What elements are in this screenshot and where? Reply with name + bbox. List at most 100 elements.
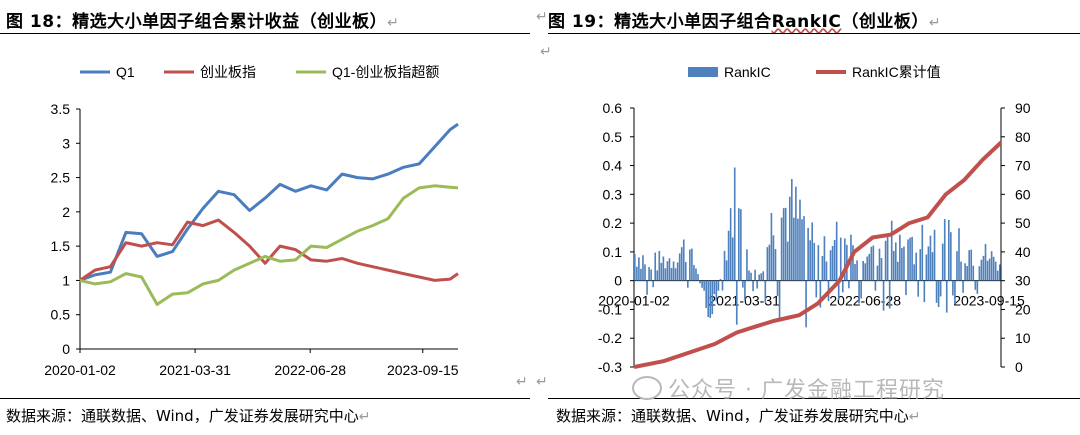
rankic-bar [654, 252, 657, 281]
rankic-bar [756, 280, 758, 289]
rankic-bar [754, 269, 756, 281]
left-y-tick-label: 2.5 [51, 170, 71, 186]
rankic-bar [860, 280, 862, 299]
rankic-bar [935, 280, 938, 303]
right-left-y-tick-label: -0.1 [598, 301, 622, 317]
right-legend-label-1: RankIC累计值 [852, 64, 941, 80]
rankic-bar [905, 280, 907, 296]
right-right-y-tick-label: 20 [1015, 301, 1031, 317]
rankic-bar [996, 270, 999, 281]
rankic-bar [801, 219, 803, 281]
right-title-rule [548, 33, 1080, 34]
rankic-bar [837, 280, 840, 301]
left-lines [79, 122, 459, 306]
right-right-y-tick-label: 0 [1015, 359, 1023, 375]
rankic-bar [788, 196, 791, 281]
rankic-bar [727, 230, 730, 281]
rankic-bar [884, 240, 887, 281]
rankic-bar [758, 274, 760, 281]
rankic-bar [680, 247, 683, 281]
rankic-bar [740, 209, 742, 281]
rankic-bar [892, 250, 895, 281]
left-y-tick-label: 3 [62, 135, 70, 151]
right-source-rule [548, 398, 1080, 399]
rankic-bar [762, 271, 765, 281]
left-y-tick-label: 1 [62, 272, 70, 288]
rankic-bar [742, 280, 744, 288]
rankic-bar [717, 280, 720, 291]
rankic-bar [809, 240, 811, 281]
rankic-bar [697, 274, 699, 281]
rankic-bar [723, 250, 726, 281]
rankic-bar [941, 243, 944, 281]
rankic-bar [844, 238, 846, 281]
rankic-bar [770, 212, 773, 281]
rankic-bar [678, 253, 681, 281]
rankic-bar [894, 242, 897, 281]
rankic-bar [735, 280, 738, 325]
rankic-bar [750, 272, 752, 281]
rankic-bar [988, 258, 991, 281]
rankic-bar [664, 268, 667, 281]
rankic-bar [950, 232, 952, 281]
rankic-bar [966, 266, 968, 281]
right-title-return-mark: ↵ [536, 9, 548, 25]
rankic-bar [819, 280, 822, 308]
rankic-bar [670, 267, 673, 281]
rankic-bar [907, 239, 909, 281]
rankic-bar [807, 227, 809, 281]
rankic-bar [666, 261, 669, 281]
rankic-bar [962, 280, 964, 293]
rankic-bar [858, 280, 860, 304]
rankic-bar [974, 280, 977, 290]
rankic-bar [939, 280, 942, 297]
rankic-bar [909, 237, 911, 281]
rankic-bar [811, 222, 814, 281]
rankic-bar [715, 280, 718, 301]
rankic-bar [634, 254, 636, 281]
right-axes: -0.3 -0.2 -0.1 0 0.1 0.2 0.3 0.4 0.5 0.6 0 10 20 30 40… [598, 100, 1031, 375]
rankic-bar [956, 251, 958, 281]
rankic-bar [795, 186, 797, 281]
rankic-bar [899, 234, 901, 281]
rankic-bar [774, 249, 777, 281]
rankic-bar [744, 280, 746, 300]
rankic-bar [876, 265, 879, 281]
rankic-bar [931, 252, 934, 281]
rankic-bar [684, 262, 687, 281]
rankic-bar [933, 229, 936, 281]
rankic-bar [852, 245, 854, 281]
rankic-bar [644, 264, 646, 281]
rankic-bar [674, 268, 677, 281]
rankic-bar [970, 249, 973, 281]
right-left-y-tick-label: -0.2 [598, 330, 622, 346]
right-x-tick-label: 2020-01-02 [598, 293, 670, 309]
rankic-bar [687, 280, 689, 288]
left-x-tick-label: 2023-09-15 [387, 362, 459, 378]
watermark: 公众号 · 广发金融工程研究 [632, 372, 945, 404]
left-y-tick-label: 0.5 [51, 307, 71, 323]
rankic-bar [921, 224, 924, 281]
rankic-bar [721, 280, 724, 291]
rankic-bar [638, 257, 640, 281]
right-panel: ↵ 图 19：精选大小单因子组合RankIC（创业板）↵ ↵ RankIC Ran… [536, 0, 1080, 435]
right-right-y-tick-label: 70 [1015, 158, 1031, 174]
rankic-bar [790, 179, 793, 281]
rankic-bar [841, 280, 844, 293]
right-source-note: 数据来源：通联数据、Wind，广发证券发展研究中心↵ [556, 407, 921, 425]
rankic-bar [964, 263, 966, 281]
rankic-bar [954, 280, 956, 305]
left-x-tick-label: 2020-01-02 [44, 362, 116, 378]
rankic-bar [960, 261, 962, 281]
rankic-bar [947, 219, 950, 281]
left-legend-label-2: Q1-创业板指超额 [332, 64, 439, 80]
rankic-bar [731, 237, 734, 281]
rankic-bar [925, 254, 928, 281]
rankic-bar [897, 261, 899, 281]
rankic-bar [882, 280, 885, 311]
right-right-y-tick-label: 30 [1015, 273, 1031, 289]
rankic-bar [943, 219, 946, 281]
rankic-bar [901, 248, 903, 281]
rankic-bar [929, 235, 932, 281]
rankic-bar [693, 265, 695, 281]
